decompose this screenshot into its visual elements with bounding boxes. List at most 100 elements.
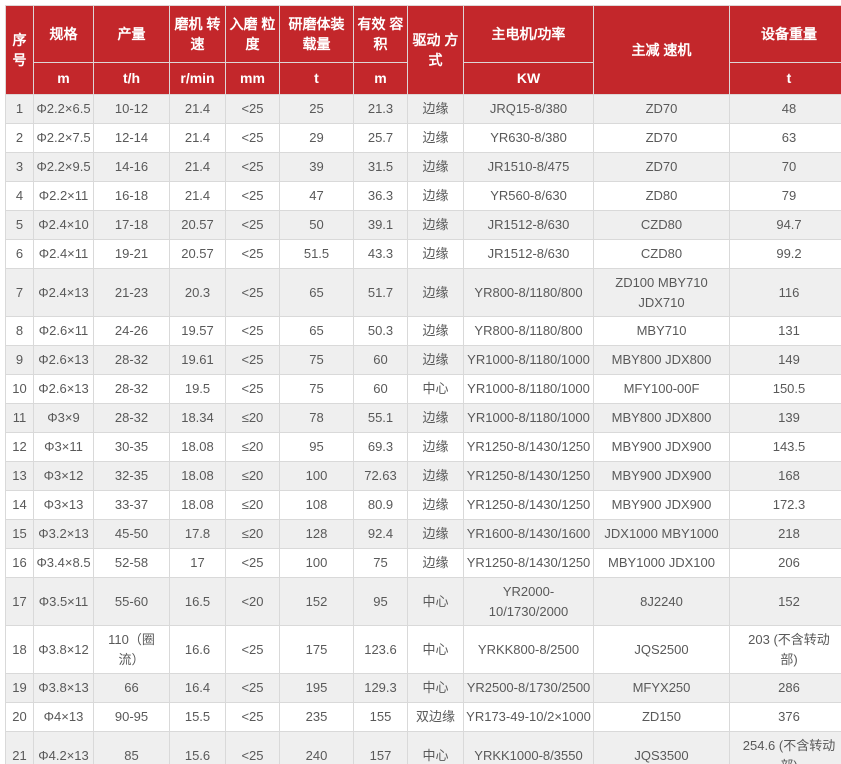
cell-mill-speed: 15.6 (169, 731, 226, 764)
cell-main-motor: YR173-49-10/2×1000 (463, 702, 594, 732)
cell-mill-speed: 15.5 (169, 702, 226, 732)
table-body: 1 Φ2.2×6.5 10-12 21.4 <25 25 21.3 边缘 JRQ… (5, 94, 841, 764)
cell-drive-mode: 中心 (407, 577, 464, 626)
cell-effective-volume: 51.7 (353, 268, 408, 317)
cell-main-motor: YR800-8/1180/800 (463, 316, 594, 346)
table-row: 1 Φ2.2×6.5 10-12 21.4 <25 25 21.3 边缘 JRQ… (5, 94, 841, 124)
cell-spec: Φ3×12 (33, 461, 94, 491)
cell-output: 21-23 (93, 268, 170, 317)
cell-reducer: MBY800 JDX800 (593, 345, 730, 375)
cell-reducer: ZD150 (593, 702, 730, 732)
cell-weight: 172.3 (729, 490, 841, 520)
cell-spec: Φ2.4×13 (33, 268, 94, 317)
cell-serial: 16 (5, 548, 34, 578)
cell-feed-size: <25 (225, 181, 280, 211)
cell-feed-size: <25 (225, 731, 280, 764)
cell-output: 90-95 (93, 702, 170, 732)
cell-feed-size: <25 (225, 374, 280, 404)
cell-effective-volume: 157 (353, 731, 408, 764)
cell-output: 17-18 (93, 210, 170, 240)
cell-drive-mode: 边缘 (407, 403, 464, 433)
table-row: 16 Φ3.4×8.5 52-58 17 <25 100 75 边缘 YR125… (5, 548, 841, 578)
cell-effective-volume: 69.3 (353, 432, 408, 462)
cell-effective-volume: 75 (353, 548, 408, 578)
cell-spec: Φ3.4×8.5 (33, 548, 94, 578)
cell-main-motor: YR1250-8/1430/1250 (463, 432, 594, 462)
cell-serial: 20 (5, 702, 34, 732)
cell-feed-size: <25 (225, 239, 280, 269)
cell-drive-mode: 边缘 (407, 490, 464, 520)
cell-drive-mode: 边缘 (407, 268, 464, 317)
cell-weight: 99.2 (729, 239, 841, 269)
cell-feed-size: ≤20 (225, 490, 280, 520)
table-row: 8 Φ2.6×11 24-26 19.57 <25 65 50.3 边缘 YR8… (5, 316, 841, 346)
cell-output: 45-50 (93, 519, 170, 549)
unit-media-load: t (279, 62, 354, 95)
cell-drive-mode: 边缘 (407, 181, 464, 211)
header-weight: 设备重量 (729, 5, 841, 63)
cell-reducer: MBY900 JDX900 (593, 461, 730, 491)
table-row: 19 Φ3.8×13 66 16.4 <25 195 129.3 中心 YR25… (5, 673, 841, 703)
cell-spec: Φ2.2×7.5 (33, 123, 94, 153)
cell-reducer: MFYX250 (593, 673, 730, 703)
cell-feed-size: <25 (225, 123, 280, 153)
cell-reducer: CZD80 (593, 239, 730, 269)
table-row: 10 Φ2.6×13 28-32 19.5 <25 75 60 中心 YR100… (5, 374, 841, 404)
cell-reducer: ZD70 (593, 123, 730, 153)
cell-mill-speed: 19.5 (169, 374, 226, 404)
cell-media-load: 100 (279, 548, 354, 578)
header-mill-speed: 磨机 转速 (169, 5, 226, 63)
cell-media-load: 195 (279, 673, 354, 703)
table-row: 17 Φ3.5×11 55-60 16.5 <20 152 95 中心 YR20… (5, 577, 841, 626)
cell-mill-speed: 19.57 (169, 316, 226, 346)
cell-effective-volume: 39.1 (353, 210, 408, 240)
cell-serial: 14 (5, 490, 34, 520)
unit-output: t/h (93, 62, 170, 95)
cell-feed-size: ≤20 (225, 519, 280, 549)
cell-weight: 152 (729, 577, 841, 626)
cell-main-motor: JRQ15-8/380 (463, 94, 594, 124)
cell-output: 85 (93, 731, 170, 764)
cell-reducer: CZD80 (593, 210, 730, 240)
cell-feed-size: ≤20 (225, 432, 280, 462)
cell-effective-volume: 60 (353, 345, 408, 375)
table-row: 18 Φ3.8×12 110（圈 流） 16.6 <25 175 123.6 中… (5, 625, 841, 674)
cell-serial: 7 (5, 268, 34, 317)
cell-drive-mode: 中心 (407, 374, 464, 404)
cell-drive-mode: 边缘 (407, 519, 464, 549)
cell-reducer: ZD80 (593, 181, 730, 211)
cell-effective-volume: 43.3 (353, 239, 408, 269)
cell-output: 24-26 (93, 316, 170, 346)
table-row: 12 Φ3×11 30-35 18.08 ≤20 95 69.3 边缘 YR12… (5, 432, 841, 462)
cell-main-motor: YRKK800-8/2500 (463, 625, 594, 674)
cell-media-load: 65 (279, 268, 354, 317)
table-row: 7 Φ2.4×13 21-23 20.3 <25 65 51.7 边缘 YR80… (5, 268, 841, 317)
cell-spec: Φ3.8×12 (33, 625, 94, 674)
cell-output: 28-32 (93, 403, 170, 433)
cell-drive-mode: 中心 (407, 625, 464, 674)
cell-spec: Φ2.6×11 (33, 316, 94, 346)
cell-weight: 63 (729, 123, 841, 153)
cell-weight: 94.7 (729, 210, 841, 240)
cell-mill-speed: 16.5 (169, 577, 226, 626)
cell-main-motor: YR2000- 10/1730/2000 (463, 577, 594, 626)
cell-serial: 13 (5, 461, 34, 491)
cell-reducer: MBY900 JDX900 (593, 490, 730, 520)
header-main-motor: 主电机/功率 (463, 5, 594, 63)
cell-main-motor: YR630-8/380 (463, 123, 594, 153)
cell-mill-speed: 21.4 (169, 181, 226, 211)
cell-drive-mode: 边缘 (407, 345, 464, 375)
cell-serial: 5 (5, 210, 34, 240)
cell-main-motor: YR1250-8/1430/1250 (463, 461, 594, 491)
cell-mill-speed: 16.6 (169, 625, 226, 674)
cell-drive-mode: 中心 (407, 673, 464, 703)
cell-media-load: 78 (279, 403, 354, 433)
cell-mill-speed: 20.3 (169, 268, 226, 317)
cell-weight: 79 (729, 181, 841, 211)
cell-feed-size: <25 (225, 316, 280, 346)
cell-reducer: ZD70 (593, 94, 730, 124)
header-unit-row: m t/h r/min mm t m KW t (6, 62, 841, 95)
cell-media-load: 29 (279, 123, 354, 153)
cell-drive-mode: 边缘 (407, 239, 464, 269)
